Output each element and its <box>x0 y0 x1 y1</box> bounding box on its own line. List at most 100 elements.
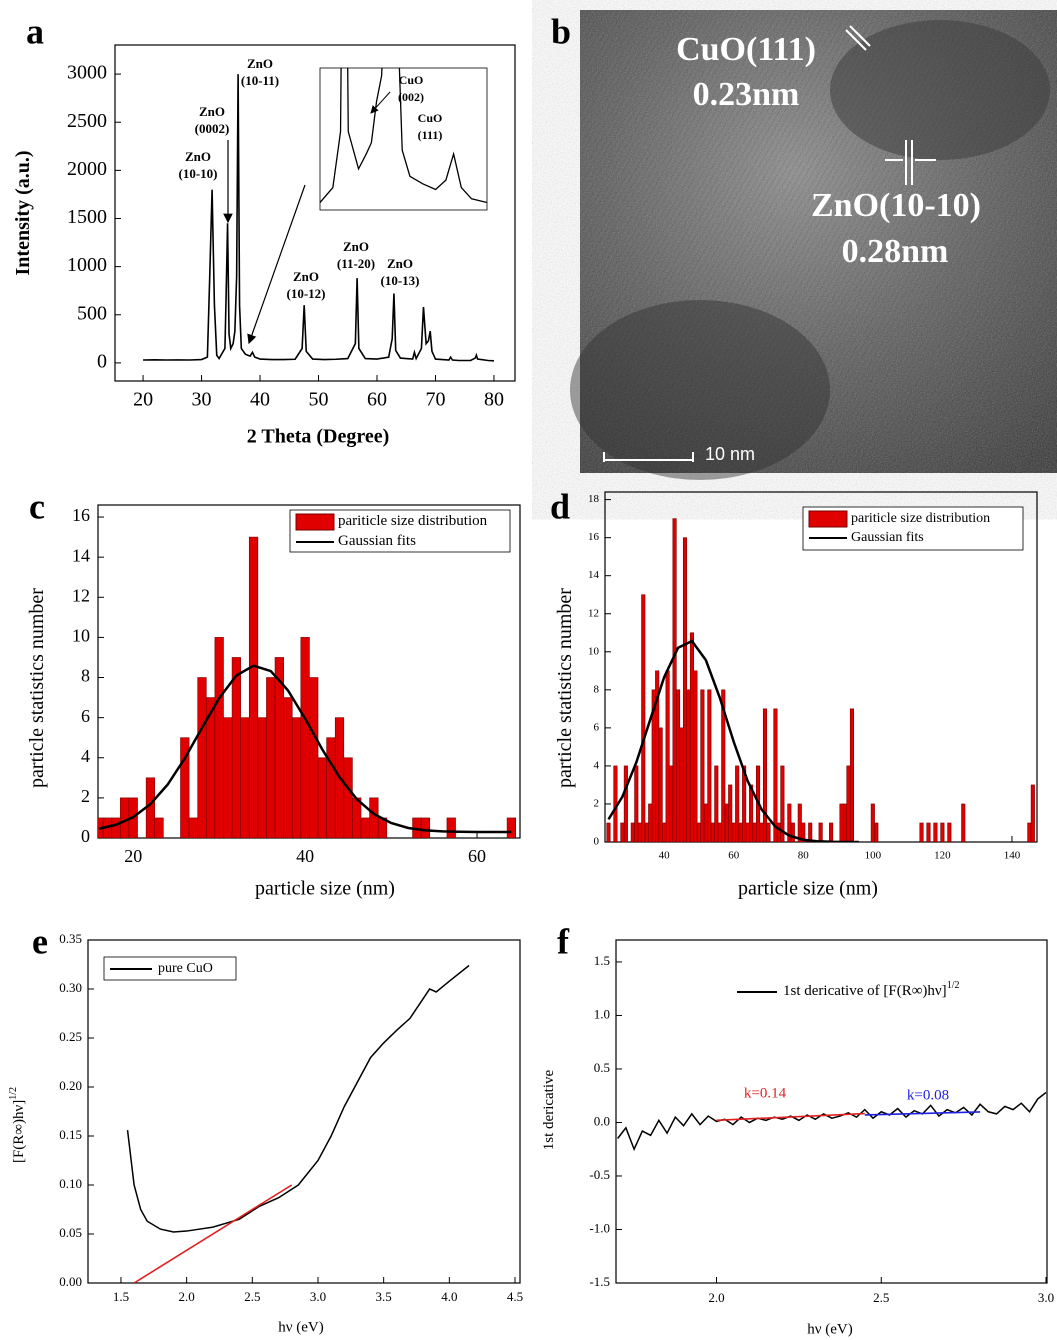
chart-panel: 40 60 80 100 120 140 0 2 4 6 8 10 12 14 16 18 particle s… <box>550 486 1038 900</box>
legend-text: pure CuO <box>158 961 213 976</box>
y-tick-label: 2 <box>594 797 600 809</box>
data-line <box>607 639 859 842</box>
y-tick-label: 1.0 <box>594 1006 610 1021</box>
chart-panel: 20 30 40 50 60 70 80 0 500 1000 1500 2000 2500 3000 2 … <box>12 11 516 448</box>
x-tick-label: 3.0 <box>1038 1290 1054 1305</box>
histogram-bar <box>257 717 267 838</box>
histogram-bar <box>223 717 233 838</box>
histogram-bar <box>641 594 646 842</box>
x-axis-title: particle size (nm) <box>738 878 878 900</box>
legend-swatch <box>295 513 335 531</box>
x-tick-label: 120 <box>934 850 951 862</box>
legend-text: pariticle size distribution <box>338 513 488 529</box>
x-tick-label: 60 <box>468 846 486 866</box>
peak-label: ZnO <box>343 239 369 254</box>
histogram-bar <box>197 677 207 838</box>
x-tick-label: 3.0 <box>310 1289 326 1304</box>
peak-label: (10-13) <box>381 273 420 288</box>
histogram-bar <box>926 822 931 842</box>
y-tick-label: 8 <box>81 666 90 686</box>
inset-peak-label: (002) <box>398 90 424 104</box>
peak-label: (10-12) <box>287 286 326 301</box>
y-tick-label: 0.30 <box>59 980 82 995</box>
fit-line <box>143 74 494 362</box>
x-tick-label: 1.5 <box>113 1289 129 1304</box>
histogram-bar <box>818 822 823 842</box>
histogram-bar <box>1027 822 1032 842</box>
x-tick-label: 2.0 <box>708 1290 724 1305</box>
y-tick-label: 6 <box>81 706 90 726</box>
histogram-bar <box>317 757 327 838</box>
histogram-bar <box>776 822 781 842</box>
peak-label: (11-20) <box>337 256 375 271</box>
x-axis-title: hν (eV) <box>278 1319 324 1335</box>
y-tick-label: 12 <box>72 585 90 605</box>
peak-label: ZnO <box>247 56 273 71</box>
x-axis-title: 2 Theta (Degree) <box>247 426 390 448</box>
histogram-bar <box>343 757 353 838</box>
histogram-bar <box>762 708 768 842</box>
histogram-bar <box>360 817 370 838</box>
histogram-bar <box>240 717 250 838</box>
histogram-bar <box>738 822 743 842</box>
fringe-label: 0.28nm <box>842 233 949 270</box>
histogram-bar <box>634 765 639 842</box>
panel-label: f <box>557 921 570 961</box>
panel-label: a <box>26 11 44 51</box>
histogram-bar <box>620 822 625 842</box>
y-tick-label: 14 <box>588 569 600 581</box>
inset-peak-label: CuO <box>418 111 443 125</box>
y-axis-title: 1st dericative <box>541 1069 557 1150</box>
panel-label: d <box>550 486 570 526</box>
histogram-bar <box>682 537 688 842</box>
inset-peak-label: CuO <box>399 73 424 87</box>
y-axis-title: Intensity (a.u.) <box>12 150 34 275</box>
y-axis-title: particle statistics number <box>554 588 576 788</box>
histogram-bar <box>714 765 719 842</box>
histogram-bar <box>309 677 319 838</box>
x-tick-label: 40 <box>296 846 314 866</box>
x-tick-label: 60 <box>728 850 740 862</box>
data-line <box>617 1091 1047 1152</box>
x-axis-title: hν (eV) <box>807 1321 853 1337</box>
y-axis-title-text: [F(R∞)hν] <box>11 1100 27 1163</box>
y-tick-label: 0.00 <box>59 1274 82 1289</box>
histogram-bar <box>180 737 190 838</box>
y-tick-label: 1.5 <box>594 953 610 968</box>
y-tick-label: 2500 <box>67 110 107 132</box>
peak-label: (10-11) <box>241 73 279 88</box>
y-tick-label: 500 <box>77 302 107 324</box>
histogram-bar <box>154 817 164 838</box>
peak-label: (0002) <box>195 121 230 136</box>
y-tick-label: 0.15 <box>59 1127 82 1142</box>
chart-panel: 1.5 2.0 2.5 3.0 3.5 4.0 4.5 0.00 0.05 0.10 0.15 0.2… <box>8 921 523 1335</box>
data-line <box>126 964 470 1233</box>
y-tick-label: 18 <box>588 493 600 505</box>
y-axis-title-text: particle statistics number <box>554 588 576 788</box>
fringe-label: CuO(111) <box>676 31 816 68</box>
y-tick-label: 0 <box>594 836 600 848</box>
x-tick-label: 140 <box>1004 850 1021 862</box>
histogram-bar <box>849 708 854 842</box>
histogram-bar <box>231 657 241 838</box>
y-tick-label: -1.0 <box>589 1220 610 1235</box>
y-tick-label: -1.5 <box>589 1274 610 1289</box>
x-tick-label: 80 <box>798 850 810 862</box>
x-tick-label: 4.0 <box>441 1289 457 1304</box>
plot-frame <box>114 44 516 382</box>
histogram-bar <box>731 822 736 842</box>
histogram-bar <box>696 822 701 842</box>
peak-label: ZnO <box>185 149 211 164</box>
y-tick-label: 8 <box>594 683 600 695</box>
x-axis-title: particle size (nm) <box>255 878 395 900</box>
histogram-bar <box>283 697 293 838</box>
histogram-bar <box>829 822 834 842</box>
y-tick-label: 1500 <box>67 206 107 228</box>
y-tick-label: 10 <box>588 645 600 657</box>
y-tick-label: 14 <box>72 545 90 565</box>
histogram-bar <box>947 822 952 842</box>
histogram-bar <box>780 765 785 842</box>
histogram-bar <box>728 784 733 842</box>
histogram-bar <box>689 632 694 842</box>
